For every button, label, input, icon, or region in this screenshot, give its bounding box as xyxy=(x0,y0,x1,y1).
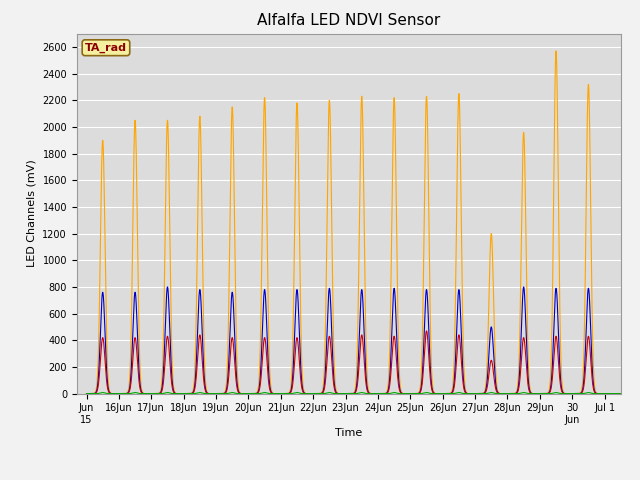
Red_in xyxy=(83,391,90,396)
Nir_in xyxy=(109,391,117,396)
Line: Nir_out: Nir_out xyxy=(86,51,621,394)
Red_out xyxy=(109,391,117,396)
Line: Red_out: Red_out xyxy=(86,287,621,394)
Nir_out xyxy=(388,229,396,235)
Red_in xyxy=(617,391,625,396)
Red_out xyxy=(83,391,90,396)
Red_in xyxy=(407,391,415,396)
Line: Nir_in: Nir_in xyxy=(86,393,621,394)
Title: Alfalfa LED NDVI Sensor: Alfalfa LED NDVI Sensor xyxy=(257,13,440,28)
Nir_out xyxy=(407,391,415,396)
Red_out xyxy=(617,391,625,396)
Red_out xyxy=(388,331,396,337)
Nir_in xyxy=(617,391,625,396)
Nir_out xyxy=(552,48,560,54)
Nir_out xyxy=(109,391,117,396)
Legend: Red_in, Red_out, Nir_in, Nir_out: Red_in, Red_out, Nir_in, Nir_out xyxy=(180,476,518,480)
Nir_in xyxy=(390,390,397,396)
Red_out xyxy=(407,391,415,396)
Nir_out xyxy=(390,98,397,104)
Line: Red_in: Red_in xyxy=(86,331,621,394)
Nir_out xyxy=(617,391,625,396)
Nir_in xyxy=(83,391,90,396)
Nir_in xyxy=(258,390,266,396)
Red_out xyxy=(164,284,172,290)
Red_out xyxy=(258,338,266,344)
Red_in xyxy=(258,363,266,369)
Nir_out xyxy=(258,245,266,251)
Nir_in xyxy=(522,390,530,396)
X-axis label: Time: Time xyxy=(335,428,362,438)
Red_in xyxy=(522,362,530,368)
Text: TA_rad: TA_rad xyxy=(85,43,127,53)
Y-axis label: LED Channels (mV): LED Channels (mV) xyxy=(27,160,36,267)
Nir_out xyxy=(522,254,530,260)
Red_in xyxy=(422,328,430,334)
Nir_out xyxy=(83,391,90,396)
Nir_in xyxy=(388,390,396,396)
Nir_in xyxy=(99,390,106,396)
Red_in xyxy=(390,334,397,340)
Red_out xyxy=(390,286,397,292)
Nir_in xyxy=(407,391,415,396)
Red_out xyxy=(522,336,530,342)
Red_in xyxy=(109,391,117,396)
Red_in xyxy=(388,360,396,365)
